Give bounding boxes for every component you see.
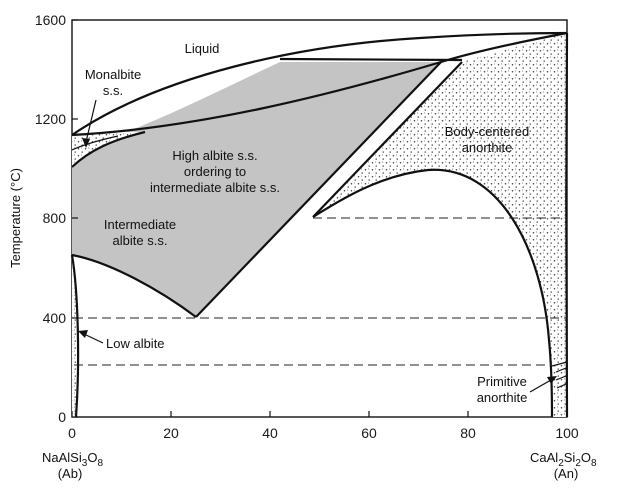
monalbite-field — [72, 132, 145, 167]
liquidus-curve — [71, 31, 568, 136]
y-tick-1200: 1200 — [35, 111, 66, 127]
monalbite-leader-arrow — [85, 99, 97, 143]
anorthite-right-boundary — [565, 32, 569, 418]
label-low-albite: Low albite — [106, 336, 165, 351]
label-high-albite-1: High albite s.s. — [172, 148, 257, 163]
monalbite-lower-boundary — [71, 130, 146, 168]
x-tick-20: 20 — [163, 425, 179, 441]
label-body-centered-2: anorthite — [462, 140, 513, 155]
x-tick-80: 80 — [460, 425, 476, 441]
label-body-centered-1: Body-centered — [445, 124, 530, 139]
monalbite-inner-boundary — [71, 135, 119, 151]
y-tick-800: 800 — [43, 210, 67, 226]
x-tick-40: 40 — [262, 425, 278, 441]
label-intermediate-2: albite s.s. — [113, 233, 168, 248]
y-tick-1600: 1600 — [35, 12, 66, 28]
upper-tie-line — [279, 57, 463, 62]
solidus-curve — [71, 31, 568, 137]
y-tick-400: 400 — [43, 310, 67, 326]
x-axis-ticks — [71, 411, 568, 417]
y-axis-ticks — [72, 19, 78, 418]
intermediate-albite-right-boundary — [195, 61, 442, 318]
x-tick-60: 60 — [361, 425, 377, 441]
label-monalbite-2: s.s. — [103, 83, 123, 98]
label-liquid: Liquid — [185, 41, 220, 56]
label-high-albite-3: intermediate albite s.s. — [150, 180, 280, 195]
y-tick-0: 0 — [58, 409, 66, 425]
body-centered-anorthite-field — [313, 33, 567, 417]
low-albite-leader-arrow — [83, 333, 104, 344]
left-end-member-abbr: (Ab) — [58, 466, 83, 481]
primitive-leader-arrow — [529, 379, 552, 393]
monalbite-arrowhead — [82, 138, 90, 148]
left-end-member-formula: NaAlSi3O8 — [42, 450, 103, 469]
label-primitive-1: Primitive — [477, 374, 527, 389]
label-monalbite-1: Monalbite — [85, 67, 141, 82]
primitive-hatch — [555, 367, 567, 389]
low-albite-boundary — [70, 254, 80, 418]
x-tick-100: 100 — [555, 425, 579, 441]
primitive-anorthite-boundary — [551, 361, 568, 367]
right-end-member-formula: CaAl2Si2O8 — [530, 450, 597, 469]
label-high-albite-2: ordering to — [184, 164, 246, 179]
primitive-arrowhead — [547, 376, 557, 384]
intermediate-albite-left-boundary — [71, 253, 197, 318]
low-albite-field — [72, 255, 79, 417]
y-axis-label: Temperature (°C) — [8, 168, 23, 268]
right-end-member-abbr: (An) — [554, 466, 579, 481]
low-albite-arrowhead — [78, 330, 88, 338]
body-centered-lower-dome — [312, 168, 554, 418]
label-primitive-2: anorthite — [477, 390, 528, 405]
x-tick-0: 0 — [68, 425, 76, 441]
body-centered-left-boundary — [312, 61, 463, 218]
primitive-anorthite-field — [552, 362, 567, 417]
label-intermediate-1: Intermediate — [104, 217, 176, 232]
